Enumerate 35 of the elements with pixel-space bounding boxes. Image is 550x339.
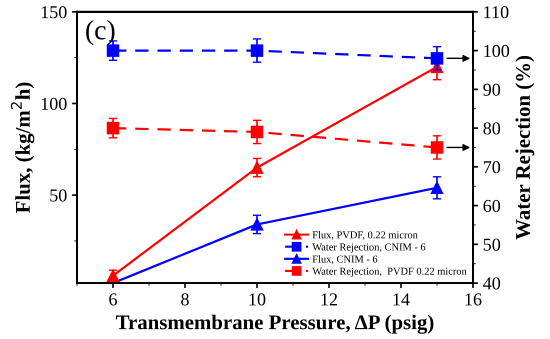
point [106, 44, 120, 57]
point [430, 52, 444, 65]
x-tick-label: 8 [181, 293, 189, 306]
point [106, 269, 120, 282]
legend-label: Water Rejection, CNIM - 6 [312, 243, 426, 253]
legend-label: Flux, CNIM - 6 [312, 255, 378, 264]
y2-tick-label: 40 [483, 277, 500, 290]
y-axis-title: Flux, (kg/m$^{2}$h) [10, 82, 34, 213]
x-tick-label: 10 [250, 293, 266, 306]
point [430, 182, 444, 194]
x-tick-label: 12 [322, 293, 338, 306]
point [250, 161, 264, 174]
point [106, 122, 120, 134]
y2-axis-title: Water Rejection (%) [515, 56, 534, 240]
y2-tick-label: 60 [484, 200, 500, 212]
point [250, 218, 264, 231]
x-tick-label: 14 [394, 293, 410, 306]
y2-tick-label: 50 [484, 238, 500, 251]
y-tick-label: 150 [42, 6, 67, 18]
y2-tick-label: 100 [484, 44, 510, 58]
y-tick-label: 100 [42, 98, 67, 110]
point [250, 44, 264, 57]
annotation: (c) [86, 20, 115, 46]
y2-tick-label: 80 [483, 122, 500, 135]
x-axis-title: Transmembrane Pressure, ΔP (psig) [116, 314, 434, 334]
y2-tick-label: 70 [484, 161, 500, 174]
point [250, 126, 264, 138]
y-tick-label: 50 [50, 189, 67, 202]
y2-tick-label: 90 [483, 84, 500, 96]
y2-tick-label: 110 [484, 6, 508, 18]
point [430, 141, 444, 154]
x-tick-label: 16 [466, 293, 482, 306]
x-tick-label: 6 [109, 293, 117, 306]
legend-label: Flux, PVDF, 0.22 micron [312, 231, 418, 240]
legend-label: Water Rejection, PVDF 0.22 micron [312, 268, 467, 277]
